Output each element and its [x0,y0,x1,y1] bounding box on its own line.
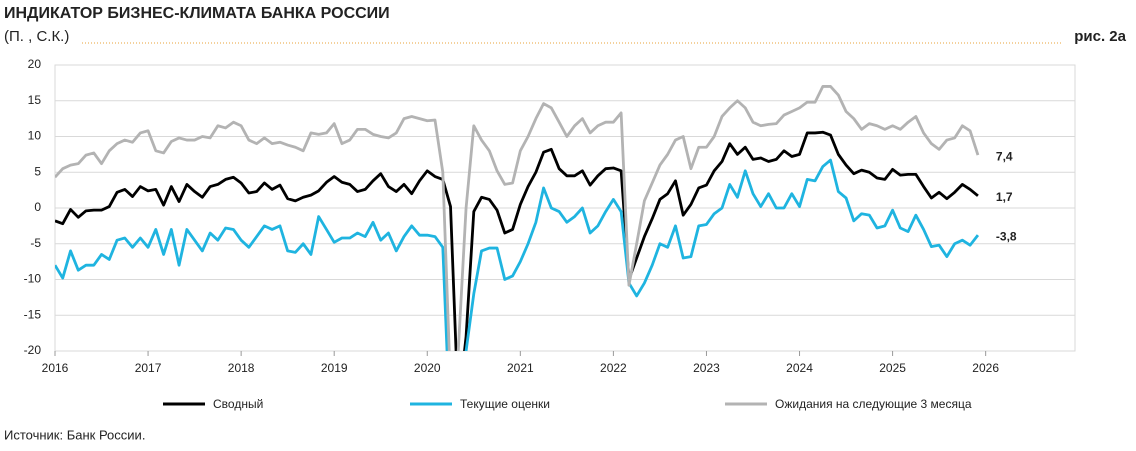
legend-label: Ожидания на следующие 3 месяца [775,397,972,411]
y-tick-label: -20 [24,343,42,357]
y-tick-label: 10 [28,129,42,143]
x-tick-label: 2018 [228,361,255,375]
y-tick-label: 0 [34,200,41,214]
series-group [55,158,980,351]
series-line [55,85,980,351]
chart-subtitle: (П. , С.К.) [4,28,69,45]
end-label: 7,4 [996,149,1013,163]
figure-label: рис. 2а [1074,28,1126,45]
legend-label: Сводный [213,397,263,411]
x-tick-label: 2026 [972,361,999,375]
x-tick-label: 2021 [507,361,534,375]
end-label: -3,8 [996,229,1017,243]
y-tick-label: -15 [24,307,42,321]
x-tick-label: 2019 [321,361,348,375]
source-note: Источник: Банк России. [4,427,145,442]
y-tick-label: 20 [28,57,42,71]
y-tick-label: 15 [28,93,42,107]
x-tick-label: 2022 [600,361,627,375]
series-line [55,158,980,351]
end-label: 1,7 [996,190,1013,204]
series-line [55,130,979,351]
series-group [55,130,979,351]
x-tick-label: 2025 [879,361,906,375]
chart-title: ИНДИКАТОР БИЗНЕС-КЛИМАТА БАНКА РОССИИ [4,5,390,22]
x-tick-label: 2023 [693,361,720,375]
x-tick-label: 2016 [42,361,69,375]
series-group [55,85,980,351]
x-tick-label: 2020 [414,361,441,375]
y-tick-label: -5 [30,236,41,250]
y-tick-label: -10 [24,272,42,286]
legend-label: Текущие оценки [460,397,550,411]
x-tick-label: 2024 [786,361,813,375]
x-tick-label: 2017 [135,361,162,375]
y-tick-label: 5 [34,164,41,178]
